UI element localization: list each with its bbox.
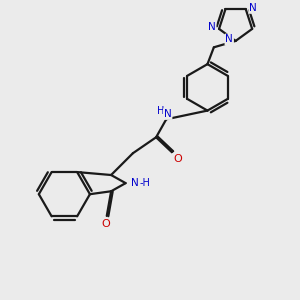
Text: H: H [157,106,165,116]
Text: N: N [164,109,172,119]
Text: O: O [173,154,182,164]
Text: N: N [225,34,233,44]
Text: N: N [249,3,257,13]
Text: -H: -H [139,178,150,188]
Text: N: N [208,22,216,32]
Text: O: O [101,219,110,229]
Text: N: N [131,178,139,188]
